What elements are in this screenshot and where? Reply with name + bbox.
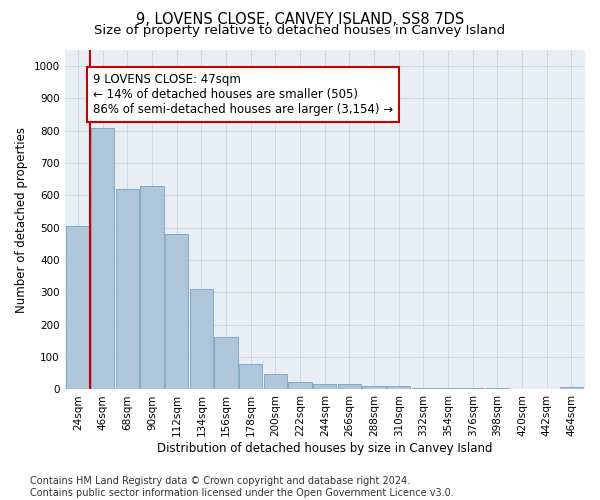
Bar [436, 388, 460, 390]
Bar [67, 226, 90, 390]
Bar [239, 364, 262, 390]
Bar [289, 382, 312, 390]
Bar [165, 234, 188, 390]
Bar [313, 384, 337, 390]
Y-axis label: Number of detached properties: Number of detached properties [15, 126, 28, 312]
Bar [190, 289, 213, 390]
Text: 9, LOVENS CLOSE, CANVEY ISLAND, SS8 7DS: 9, LOVENS CLOSE, CANVEY ISLAND, SS8 7DS [136, 12, 464, 28]
Bar [412, 388, 435, 390]
Text: 9 LOVENS CLOSE: 47sqm
← 14% of detached houses are smaller (505)
86% of semi-det: 9 LOVENS CLOSE: 47sqm ← 14% of detached … [93, 72, 393, 116]
Bar [387, 386, 410, 390]
Bar [214, 337, 238, 390]
Bar [362, 386, 386, 390]
Bar [264, 374, 287, 390]
Bar [338, 384, 361, 390]
Bar [461, 388, 484, 390]
Bar [560, 387, 583, 390]
Bar [116, 189, 139, 390]
X-axis label: Distribution of detached houses by size in Canvey Island: Distribution of detached houses by size … [157, 442, 493, 455]
Bar [140, 186, 164, 390]
Text: Contains HM Land Registry data © Crown copyright and database right 2024.
Contai: Contains HM Land Registry data © Crown c… [30, 476, 454, 498]
Bar [486, 388, 509, 390]
Bar [91, 128, 115, 390]
Text: Size of property relative to detached houses in Canvey Island: Size of property relative to detached ho… [94, 24, 506, 37]
